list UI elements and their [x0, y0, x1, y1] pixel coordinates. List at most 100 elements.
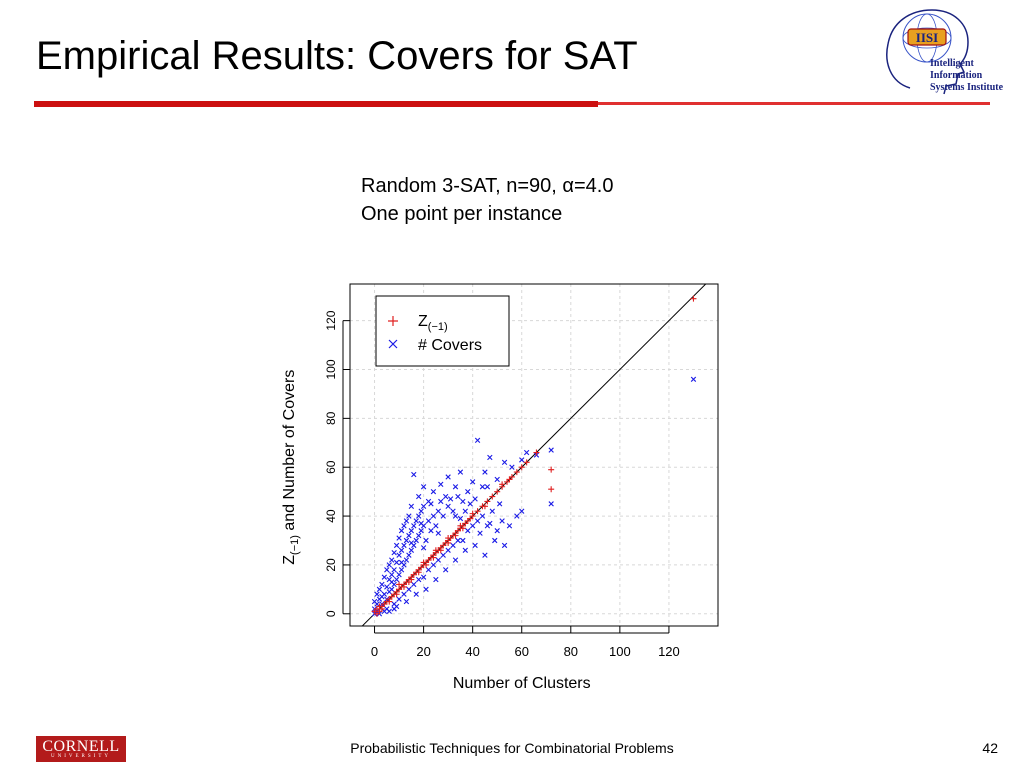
z-point [415, 569, 422, 576]
z-point [548, 486, 555, 493]
covers-point [467, 501, 473, 507]
iisi-logo-text: Intelligent Information Systems Institut… [930, 58, 1024, 94]
covers-point [418, 520, 424, 527]
axes-layer: 0 20 40 60 80 100 120 Number of Clusters 0 20 40 60… [281, 283, 719, 692]
covers-point [413, 537, 419, 544]
page-number: 42 [982, 740, 998, 756]
covers-point [445, 503, 451, 509]
covers-point [462, 508, 468, 514]
covers-point [548, 447, 554, 453]
legend-covers-marker [388, 339, 398, 349]
covers-point [435, 557, 442, 563]
covers-point [418, 528, 424, 534]
iisi-logo: IISI [872, 2, 1022, 98]
points-layer [371, 295, 697, 617]
covers-point [403, 518, 410, 524]
covers-point [469, 523, 476, 529]
z-point [533, 449, 540, 456]
covers-point [393, 542, 400, 549]
chart-caption: Random 3-SAT, n=90, α=4.0 One point per … [361, 172, 613, 228]
covers-point [499, 518, 505, 524]
covers-point [452, 513, 459, 519]
z-point [494, 488, 501, 495]
covers-point [509, 464, 515, 470]
covers-point [384, 584, 390, 590]
covers-point [519, 457, 525, 463]
z-point [378, 605, 385, 612]
covers-point [501, 459, 508, 466]
covers-point [484, 484, 491, 490]
covers-point [391, 550, 397, 556]
covers-point [374, 591, 380, 597]
covers-point [398, 528, 405, 534]
covers-point [492, 537, 498, 544]
z-point [396, 581, 403, 588]
z-point [452, 532, 459, 539]
covers-point [398, 559, 405, 566]
covers-point [401, 542, 407, 549]
covers-point [548, 501, 554, 507]
covers-point [389, 586, 395, 593]
z-point [489, 493, 496, 500]
covers-point [494, 528, 500, 534]
covers-point [406, 532, 412, 539]
z-point [405, 579, 412, 586]
covers-point [430, 513, 437, 519]
covers-point [420, 545, 427, 551]
covers-point [413, 591, 419, 597]
x-tick-label: 40 [465, 644, 479, 659]
covers-point [465, 528, 471, 534]
covers-point [450, 542, 456, 549]
y-tick-label: 60 [324, 460, 338, 474]
covers-point [411, 471, 417, 478]
covers-point [379, 581, 385, 588]
covers-point [398, 547, 405, 553]
z-point [474, 508, 481, 515]
covers-point [425, 567, 432, 573]
covers-point [501, 542, 508, 549]
covers-point [472, 496, 478, 502]
covers-point [416, 576, 422, 583]
covers-point [396, 596, 402, 602]
covers-point [389, 579, 395, 585]
z-point [518, 464, 525, 471]
covers-point [396, 535, 402, 541]
x-tick-label: 60 [514, 644, 528, 659]
covers-point [398, 567, 405, 573]
covers-point [379, 593, 385, 600]
z-point [457, 522, 464, 529]
covers-point [523, 449, 530, 456]
covers-point [487, 454, 493, 461]
z-point [400, 583, 407, 590]
covers-point [401, 591, 407, 597]
z-point [548, 466, 555, 473]
covers-point [393, 559, 400, 566]
covers-point [494, 476, 500, 483]
chart-caption-line-2: One point per instance [361, 203, 563, 225]
covers-point [447, 496, 454, 502]
covers-point [428, 501, 434, 507]
covers-point [457, 515, 464, 522]
covers-point [403, 537, 410, 544]
covers-point [408, 528, 415, 534]
cornell-logo-name: CORNELL [42, 738, 120, 755]
z-point [523, 459, 530, 466]
covers-point [420, 574, 427, 580]
covers-point [391, 606, 397, 612]
covers-point [442, 567, 449, 573]
cornell-logo: CORNELL UNIVERSITY [36, 736, 126, 762]
covers-point [489, 508, 495, 514]
plot-frame [349, 283, 719, 627]
covers-point [401, 523, 407, 529]
covers-point [479, 513, 486, 519]
legend-layer: Z(−1) # Covers [375, 295, 510, 367]
covers-point [438, 481, 444, 488]
cornell-logo-sub: UNIVERSITY [51, 754, 111, 759]
z-point [432, 547, 439, 554]
x-tick-label: 80 [564, 644, 578, 659]
z-point [499, 481, 506, 488]
covers-point [482, 552, 488, 558]
y-tick-label: 100 [324, 359, 338, 379]
covers-point [386, 608, 392, 615]
slide-title: Empirical Results: Covers for SAT [36, 34, 638, 78]
